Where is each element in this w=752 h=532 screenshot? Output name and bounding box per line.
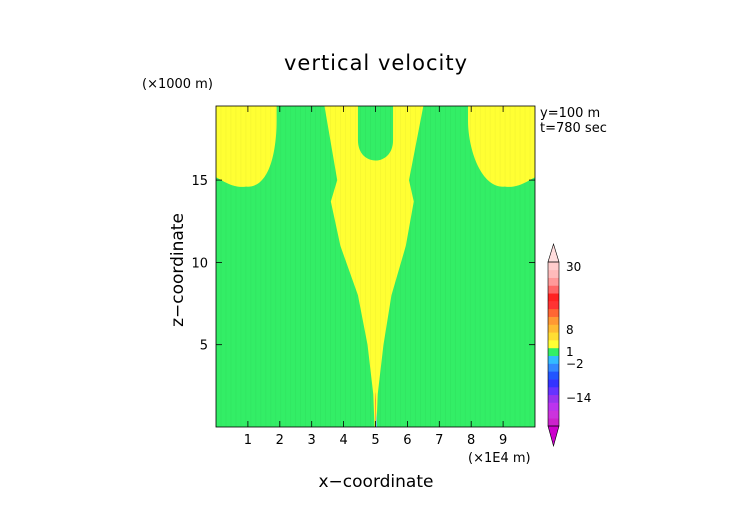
colorbar-segment [548,347,559,357]
colorbar-segment [548,301,559,310]
plume-core-edge [375,410,378,427]
colorbar-segment [548,277,559,286]
colorbar-tick-label: −2 [566,357,584,371]
plume-core [375,392,376,427]
x-tick-label: 3 [308,433,316,448]
colorbar-segment [548,262,559,271]
colorbar-segment [548,363,559,372]
chart-title: vertical velocity [284,51,468,75]
x-tick-label: 8 [467,433,475,448]
colorbar-segment [548,332,559,341]
colorbar-segment [548,394,559,403]
colorbar-segment [548,308,559,317]
plot-area [215,105,536,428]
y-axis: 5 10 15 [191,174,535,354]
x-axis-label: x−coordinate [319,472,434,492]
colorbar-segment [548,410,559,419]
y-tick-label: 5 [200,339,208,354]
colorbar-segment [548,269,559,278]
colorbar-tick-label: 1 [566,345,574,359]
colorbar-max-arrow [547,242,560,263]
annotation-y-position: y=100 m [540,106,600,121]
x-tick-label: 2 [276,433,284,448]
y-axis-label: z−coordinate [168,213,188,327]
colorbar-tick-label: −14 [566,391,591,405]
x-tick-label: 5 [371,433,379,448]
x-tick-label: 1 [244,433,252,448]
colorbar-segment [548,340,559,349]
colorbar-segment [548,386,559,396]
colorbar-segment [548,324,559,333]
annotation-time: t=780 sec [540,121,607,136]
y-unit-label: (×1000 m) [142,77,213,92]
colorbar-segment [548,293,559,302]
colorbar: 30 8 1−2 −14 [547,242,591,448]
x-tick-label: 7 [435,433,443,448]
y-tick-label: 10 [191,256,208,271]
colorbar-segment [548,379,559,388]
colorbar-min-arrow [547,425,560,448]
colorbar-segment [548,402,559,411]
central-plume [324,106,424,427]
x-axis: 1 2 3 4 5 6 7 8 9 [244,106,507,448]
right-top-lobe [468,106,535,187]
x-tick-label: 9 [499,433,507,448]
colorbar-segment [548,285,559,294]
colorbar-frame [547,261,560,427]
left-top-lobe [216,106,277,187]
x-tick-label: 4 [339,433,347,448]
colorbar-segment [548,355,559,364]
y-tick-label: 15 [191,174,208,189]
colorbar-segment [548,418,559,427]
colorbar-tick-label: 8 [566,323,574,337]
inner-green-arch [357,106,394,161]
colorbar-segment [548,316,559,325]
x-tick-label: 6 [403,433,411,448]
x-unit-label: (×1E4 m) [468,451,531,466]
colorbar-tick-label: 30 [566,260,581,274]
colorbar-segment [548,371,559,380]
